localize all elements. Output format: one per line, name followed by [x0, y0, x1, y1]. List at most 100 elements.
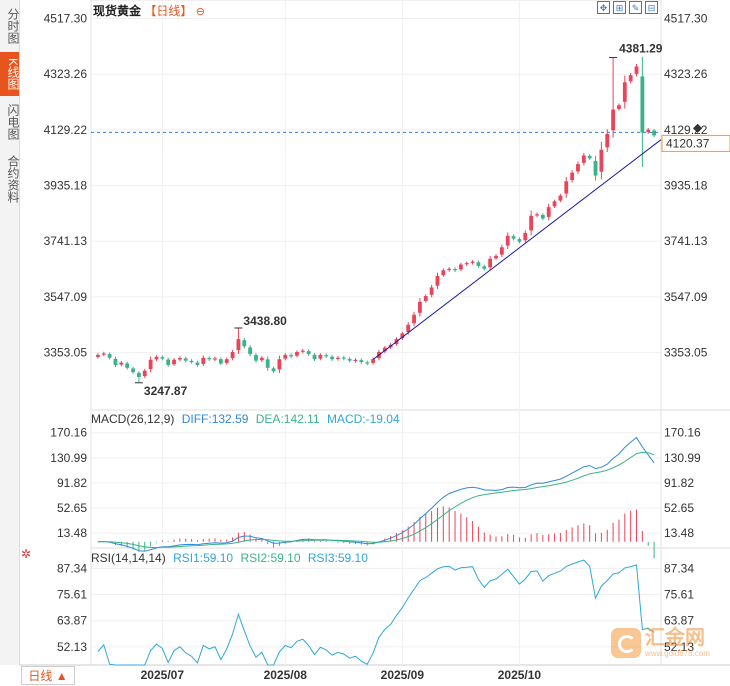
candle-body	[236, 339, 241, 351]
candle-body	[552, 201, 557, 207]
candle-body	[429, 287, 434, 295]
tab-contract-info[interactable]: 合约资料	[6, 155, 20, 203]
watermark-name: 汇金网	[645, 627, 705, 649]
macd-dif-line	[97, 436, 655, 552]
candle-body	[476, 262, 481, 266]
candle-body	[359, 360, 364, 363]
candle-body	[154, 356, 159, 360]
candle-body	[201, 357, 206, 364]
candle-body	[546, 207, 551, 217]
settings-icon[interactable]: ⊖	[195, 6, 205, 18]
price-tick-label-right: 4517.30	[664, 12, 708, 26]
candle-body	[511, 236, 516, 239]
candle-body	[640, 76, 645, 133]
fullscreen-icon[interactable]: ✥	[597, 1, 610, 14]
candle-body	[441, 270, 446, 276]
candle-body	[213, 358, 217, 360]
tab-time-sharing[interactable]: 分时图	[6, 8, 20, 44]
period-label[interactable]: 【日线】	[144, 4, 193, 18]
rsi-tick-label-left: 75.61	[57, 588, 87, 602]
candle-body	[300, 350, 305, 352]
candle-body	[148, 359, 153, 370]
date-tick-label: 2025/09	[381, 668, 425, 682]
candle-body	[306, 351, 311, 355]
candle-body	[365, 362, 370, 364]
candle-body	[224, 359, 229, 363]
candle-body	[265, 359, 270, 368]
candle-body	[535, 214, 539, 216]
candle-body	[318, 354, 323, 359]
max-price-label: 4381.29	[619, 42, 663, 56]
macd-tick-label-left: 91.82	[57, 476, 87, 490]
candle-body	[570, 172, 575, 181]
candle-body	[406, 324, 411, 333]
candle-body	[183, 358, 188, 361]
watermark-url: www.gold678.com	[645, 649, 710, 658]
rsi-tick-label-right: 75.61	[664, 588, 694, 602]
rsi-legend: RSI(14,14,14) RSI1:59.10 RSI2:59.10 RSI3…	[91, 551, 372, 565]
date-tick-label: 2025/08	[264, 668, 308, 682]
rsi-tick-label-left: 87.34	[57, 561, 87, 575]
candle-body	[195, 362, 200, 365]
last-price-tag	[661, 134, 730, 152]
price-tick-label-right: 4129.22	[664, 123, 708, 137]
rsi2-value: RSI2:59.10	[240, 551, 301, 565]
tab-kline[interactable]: K线图	[0, 52, 20, 96]
macd-legend: MACD(26,12,9) DIFF:132.59 DEA:142.11 MAC…	[91, 412, 404, 426]
macd-tick-label-right: 91.82	[664, 476, 694, 490]
candle-body	[505, 235, 510, 246]
candle-body	[330, 356, 334, 360]
price-tick-label-right: 3935.18	[664, 179, 708, 193]
candle-body	[166, 359, 171, 365]
candle-body	[172, 359, 176, 365]
date-tick-label: 2025/10	[498, 668, 542, 682]
support-trendline	[372, 139, 662, 360]
candle-body	[529, 215, 534, 231]
macd-tick-label-left: 170.16	[50, 426, 87, 440]
candle-body	[558, 195, 563, 201]
candle-body	[248, 347, 253, 355]
price-tick-label-right: 4323.26	[664, 67, 708, 81]
candle-body	[470, 261, 475, 263]
macd-dea-value: DEA:142.11	[255, 412, 320, 426]
candle-body	[458, 264, 463, 270]
price-tick-label-right: 3547.09	[664, 290, 708, 304]
rsi-tick-label-left: 52.13	[57, 640, 87, 654]
last-price-arrow-icon: ◆	[693, 120, 703, 134]
date-tick-label: 2025/07	[141, 668, 185, 682]
macd-tick-label-left: 52.65	[57, 501, 87, 515]
rsi-tick-label-right: 52.13	[664, 640, 694, 654]
candle-body	[189, 360, 194, 363]
macd-tick-label-left: 13.48	[57, 526, 87, 540]
candle-body	[628, 75, 633, 82]
last-price-label: 4120.37	[666, 136, 710, 150]
candle-body	[242, 340, 247, 347]
add-indicator-icon[interactable]: ⊞	[613, 1, 626, 14]
candle-body	[271, 368, 276, 372]
rsi-params: RSI(14,14,14)	[91, 551, 166, 565]
candle-body	[125, 363, 130, 368]
macd-tick-label-left: 130.99	[50, 451, 87, 465]
rsi-tick-label-left: 63.87	[57, 614, 87, 628]
candle-body	[218, 359, 223, 364]
candle-body	[353, 359, 358, 361]
candle-body	[207, 357, 212, 360]
price-tick-label-left: 4517.30	[44, 12, 88, 26]
tab-flash-chart[interactable]: 闪电图	[6, 104, 20, 140]
period-selector[interactable]: 日线 ▲	[21, 666, 75, 685]
indicator-marker-icon[interactable]: ✲	[21, 547, 32, 561]
grid-icon[interactable]: ⊟	[645, 1, 658, 14]
rsi-tick-label-right: 87.34	[664, 561, 694, 575]
candle-body	[499, 247, 504, 255]
candle-body	[435, 276, 440, 286]
candle-body	[259, 357, 264, 361]
candle-body	[622, 82, 627, 102]
price-tick-label-right: 3741.13	[664, 234, 708, 248]
candle-body	[611, 109, 615, 131]
candle-body	[230, 352, 235, 359]
candle-body	[160, 357, 165, 359]
gold678-logo-icon	[611, 627, 641, 658]
draw-tool-icon[interactable]: ✎	[629, 1, 642, 14]
plot-frame	[90, 0, 662, 666]
